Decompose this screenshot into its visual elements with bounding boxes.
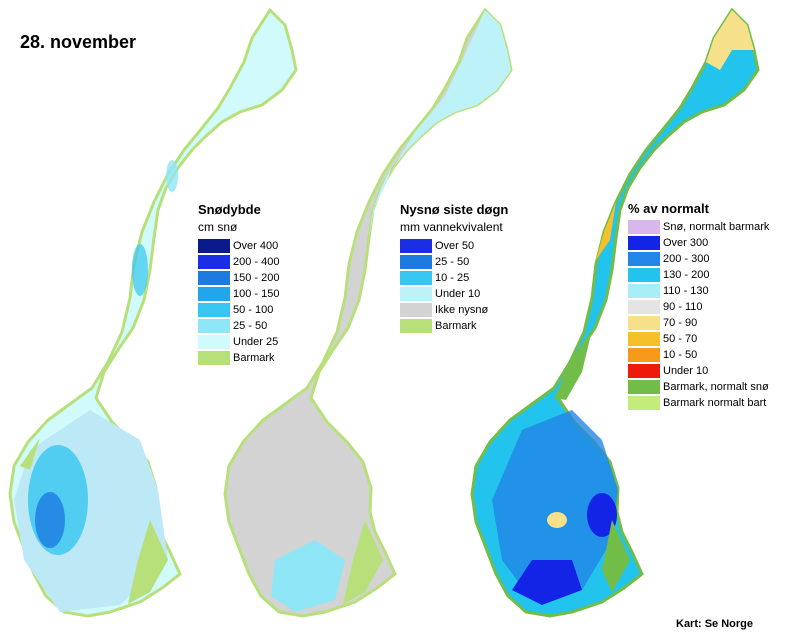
map-credit: Kart: Se Norge (676, 618, 754, 630)
legend-swatch (400, 318, 432, 334)
legend-label: 200 - 400 (233, 256, 280, 268)
legend-item: 50 - 100 (198, 302, 279, 318)
legend-item: 90 - 110 (628, 299, 769, 315)
legend-label: Ikke nysnø (435, 304, 489, 316)
map-date-title: 28. november (20, 32, 137, 52)
legend-label: 25 - 50 (233, 320, 268, 332)
legend-item: Barmark (400, 318, 508, 334)
legend-item: Over 400 (198, 238, 279, 254)
legend-swatch (400, 238, 432, 254)
legend-item: Under 10 (400, 286, 508, 302)
legend-item: 200 - 400 (198, 254, 279, 270)
legend-swatch (198, 238, 230, 254)
legend-swatch (198, 318, 230, 334)
legend-label: 50 - 100 (233, 304, 274, 316)
legend-swatch (628, 251, 660, 267)
legend-label: 150 - 200 (233, 272, 280, 284)
legend-items: Snø, normalt barmark Over 300 200 - 300 130… (628, 219, 769, 411)
legend-item: Ikke nysnø (400, 302, 508, 318)
legend-label: 90 - 110 (663, 301, 703, 313)
legend-swatch (628, 283, 660, 299)
legend-item: Over 300 (628, 235, 769, 251)
legend-label: 110 - 130 (663, 285, 709, 297)
legend-label: Under 10 (663, 365, 709, 377)
legend-item: Over 50 (400, 238, 508, 254)
legend-item: 50 - 70 (628, 331, 769, 347)
legend-label: Over 400 (233, 240, 279, 252)
legend-item: 10 - 25 (400, 270, 508, 286)
legend-label: Under 25 (233, 336, 279, 348)
legend-swatch (628, 315, 660, 331)
legend-swatch (628, 267, 660, 283)
legend-label: 10 - 50 (663, 349, 698, 361)
legend-label: 70 - 90 (663, 317, 698, 329)
legend-item: Under 10 (628, 363, 769, 379)
legend-items: Over 50 25 - 50 10 - 25 Under 10 Ikke nysnø B… (400, 238, 508, 334)
legend-label: 100 - 150 (233, 288, 280, 300)
legend-swatch (198, 350, 230, 366)
legend-label: Barmark (435, 320, 477, 332)
legend-label: 130 - 200 (663, 269, 710, 281)
legend-title: % av normalt (628, 201, 709, 216)
legend-swatch (628, 299, 660, 315)
legend-label: Barmark, normalt snø (663, 381, 769, 393)
legend-label: Over 50 (435, 240, 475, 252)
legend-swatch (400, 254, 432, 270)
legend-item: Barmark (198, 350, 279, 366)
snow-depth-legend: Snødybde cm snø Over 400 200 - 400 150 - 2… (198, 202, 279, 366)
legend-title: Snødybde (198, 202, 261, 217)
new-snow-legend: Nysnø siste døgn mm vannekvivalent Over … (400, 202, 508, 334)
legend-swatch (198, 254, 230, 270)
legend-swatch (628, 363, 660, 379)
legend-swatch (400, 286, 432, 302)
legend-swatch (400, 270, 432, 286)
legend-swatch (198, 286, 230, 302)
legend-label: 50 - 70 (663, 333, 698, 345)
legend-item: Snø, normalt barmark (628, 219, 769, 235)
legend-label: 10 - 25 (435, 272, 470, 284)
legend-label: Over 300 (663, 237, 709, 249)
legend-swatch (628, 235, 660, 251)
legend-item: 130 - 200 (628, 267, 769, 283)
legend-item: Barmark, normalt snø (628, 379, 769, 395)
legend-swatch (628, 347, 660, 363)
legend-swatch (198, 302, 230, 318)
legend-item: 150 - 200 (198, 270, 279, 286)
legend-swatch (198, 334, 230, 350)
legend-swatch (628, 395, 660, 411)
legend-swatch (628, 331, 660, 347)
legend-item: 25 - 50 (400, 254, 508, 270)
legend-label: Snø, normalt barmark (663, 221, 770, 233)
legend-item: 200 - 300 (628, 251, 769, 267)
legend-title: Nysnø siste døgn (400, 202, 509, 217)
percent-of-normal-legend: % av normalt Snø, normalt barmark Over 30… (628, 201, 769, 411)
legend-label: Barmark normalt bart (663, 397, 767, 409)
percent-of-normal-map (470, 8, 760, 618)
legend-swatch (400, 302, 432, 318)
legend-item: Barmark normalt bart (628, 395, 769, 411)
legend-label: Barmark (233, 352, 275, 364)
snow-depth-map (8, 8, 298, 618)
legend-items: Over 400 200 - 400 150 - 200 100 - 150 50 - … (198, 238, 279, 366)
legend-swatch (628, 219, 660, 235)
legend-label: Under 10 (435, 288, 481, 300)
legend-item: 25 - 50 (198, 318, 279, 334)
legend-label: 200 - 300 (663, 253, 710, 265)
legend-label: 25 - 50 (435, 256, 470, 268)
legend-item: 100 - 150 (198, 286, 279, 302)
legend-item: 110 - 130 (628, 283, 769, 299)
legend-item: Under 25 (198, 334, 279, 350)
legend-item: 10 - 50 (628, 347, 769, 363)
legend-subtitle: mm vannekvivalent (400, 220, 503, 234)
legend-swatch (198, 270, 230, 286)
legend-item: 70 - 90 (628, 315, 769, 331)
legend-subtitle: cm snø (198, 220, 238, 234)
legend-swatch (628, 379, 660, 395)
new-snow-map (223, 8, 513, 618)
